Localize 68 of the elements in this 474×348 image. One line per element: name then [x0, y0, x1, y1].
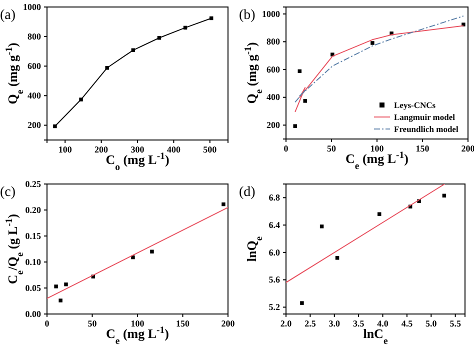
- point: [222, 202, 226, 206]
- y-tick-label: 200: [266, 120, 280, 130]
- x-tick-label: 50: [327, 143, 336, 154]
- point: [303, 99, 307, 103]
- point: [58, 298, 62, 302]
- x-tick-label: 5.0: [426, 318, 438, 328]
- y-tick-label: 800: [266, 36, 280, 47]
- x-tick-label: 50: [88, 318, 98, 328]
- point: [293, 124, 297, 128]
- y-tick-label: 0.10: [25, 256, 42, 267]
- chart-title: (b): [239, 8, 256, 23]
- chart-title: (c): [0, 185, 16, 200]
- x-tick-label: 3.0: [328, 318, 341, 328]
- y-tick-label: 6.0: [268, 247, 280, 258]
- legend-label: Langmuir model: [394, 112, 456, 122]
- x-tick-label: 100: [370, 143, 384, 154]
- y-tick-label: 400: [28, 90, 42, 101]
- y-tick-label: 5.2: [268, 302, 280, 312]
- x-tick-label: 100: [58, 144, 72, 154]
- legend-label: Freundlich model: [394, 124, 459, 134]
- y-tick-label: 800: [28, 31, 42, 42]
- y-tick-label: 1000: [23, 2, 42, 12]
- x-tick-label: 2.0: [280, 318, 292, 328]
- x-tick-label: 2.5: [304, 318, 316, 328]
- x-tick-label: 0: [284, 143, 289, 154]
- point: [79, 98, 83, 102]
- y-tick-label: 0.15: [25, 230, 42, 241]
- point: [64, 282, 68, 286]
- x-tick-label: 150: [176, 318, 190, 328]
- point: [335, 256, 340, 260]
- x-tick-label: 300: [130, 144, 145, 154]
- legend-label: Leys-CNCs: [394, 100, 436, 110]
- x-tick-label: 400: [166, 144, 181, 154]
- y-tick-label: 200: [28, 120, 42, 130]
- y-tick-label: 600: [266, 64, 280, 74]
- x-tick-label: 200: [221, 318, 236, 328]
- x-tick-label: 500: [203, 144, 218, 154]
- x-tick-label: 4.0: [377, 318, 389, 328]
- point: [320, 224, 324, 228]
- point: [105, 66, 109, 70]
- point: [378, 212, 382, 216]
- y-tick-label: 0.25: [25, 178, 42, 189]
- chart-title: (d): [239, 185, 256, 200]
- y-tick-label: 6.4: [268, 220, 280, 230]
- point: [53, 124, 57, 128]
- y-tick-label: 1000: [262, 8, 280, 19]
- point: [157, 36, 162, 40]
- x-tick-label: 150: [416, 143, 430, 154]
- y-tick-label: 0.05: [25, 282, 42, 293]
- y-tick-label: 0.00: [25, 308, 42, 319]
- y-tick-label: 6.8: [268, 192, 280, 203]
- point: [54, 284, 58, 288]
- point: [370, 41, 374, 45]
- x-tick-label: 100: [130, 318, 145, 328]
- x-tick-label: 5.5: [450, 318, 462, 328]
- y-tick-label: 400: [266, 92, 280, 102]
- x-tick-label: 0: [44, 318, 50, 328]
- x-axis-title: lnC$_{e}$: [363, 326, 388, 346]
- y-tick-label: 600: [28, 60, 42, 71]
- x-tick-label: 3.5: [352, 318, 365, 328]
- point: [300, 301, 304, 305]
- point: [150, 250, 154, 254]
- x-tick-label: 4.5: [401, 318, 414, 328]
- y-tick-label: 0.20: [25, 204, 42, 215]
- x-tick-label: 200: [94, 144, 109, 154]
- y-tick-label: 5.6: [268, 274, 280, 285]
- chart-title: (a): [0, 8, 16, 23]
- line-series: [294, 16, 464, 103]
